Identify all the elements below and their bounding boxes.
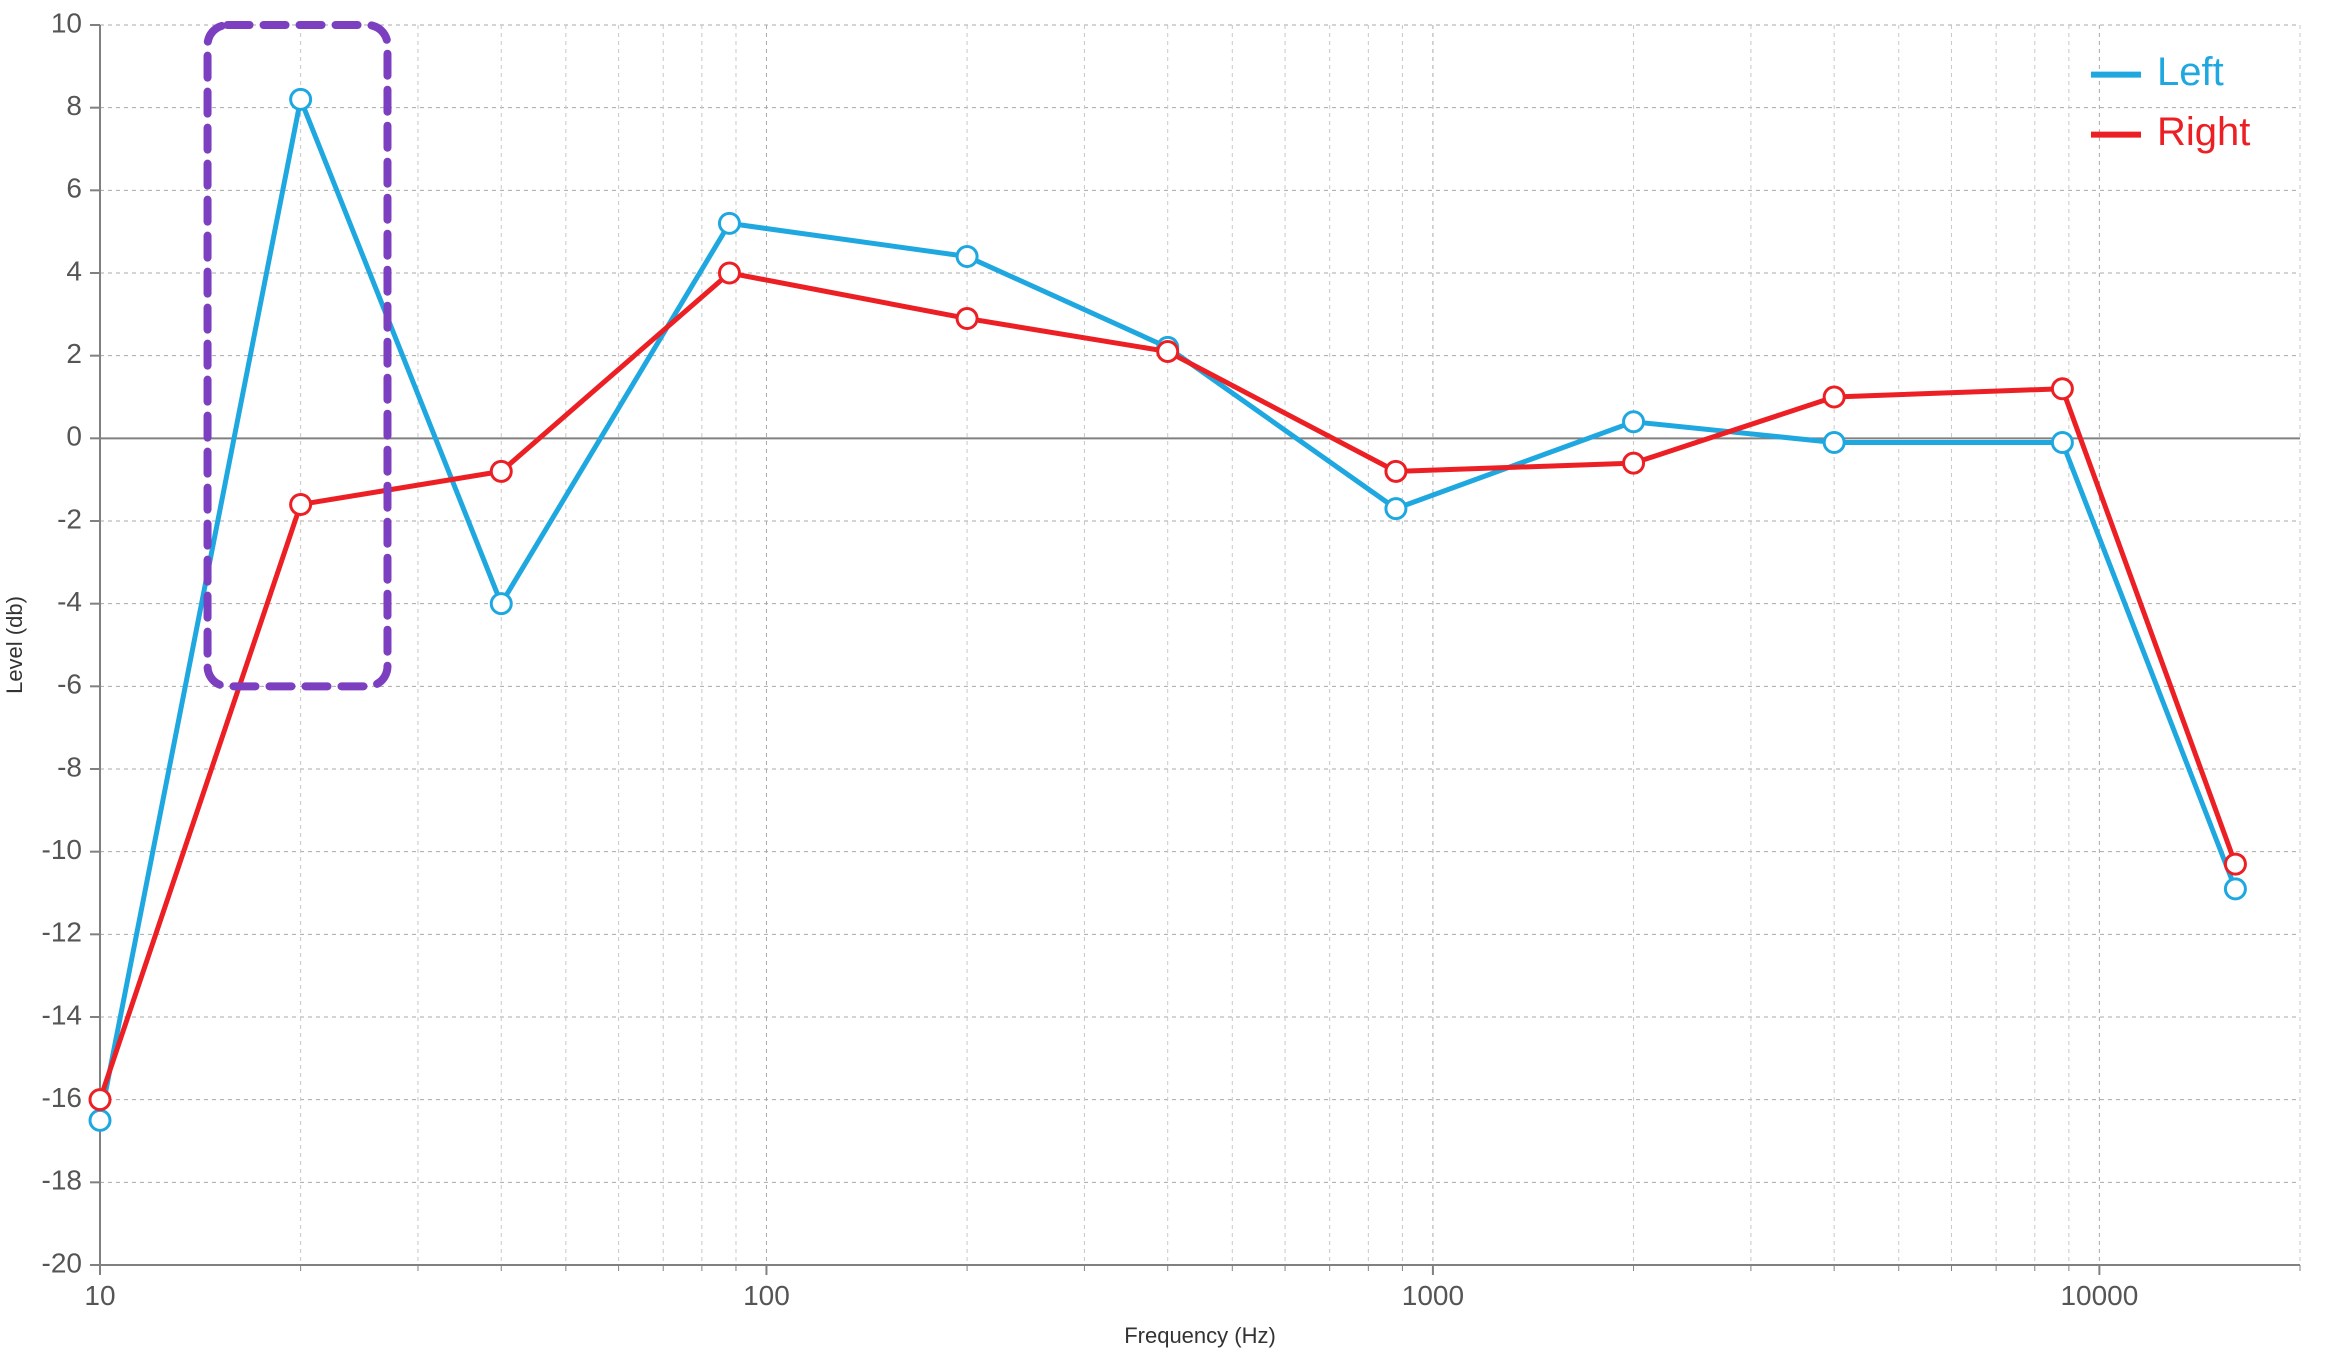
frequency-response-chart: -20-18-16-14-12-10-8-6-4-202468101010010… xyxy=(0,0,2351,1359)
series-marker-right xyxy=(957,308,977,328)
y-tick-label: -18 xyxy=(42,1165,82,1196)
series-marker-left xyxy=(957,246,977,266)
series-marker-left xyxy=(491,594,511,614)
series-marker-right xyxy=(90,1090,110,1110)
y-tick-label: 2 xyxy=(66,338,82,369)
x-tick-label: 10 xyxy=(84,1280,115,1311)
x-tick-label: 100 xyxy=(743,1280,790,1311)
y-tick-label: 10 xyxy=(51,7,82,38)
y-tick-label: -20 xyxy=(42,1247,82,1278)
y-tick-label: -6 xyxy=(57,669,82,700)
y-tick-label: -2 xyxy=(57,503,82,534)
x-tick-label: 1000 xyxy=(1402,1280,1464,1311)
series-marker-left xyxy=(291,89,311,109)
y-tick-label: -8 xyxy=(57,751,82,782)
series-marker-right xyxy=(291,494,311,514)
series-marker-left xyxy=(90,1110,110,1130)
series-marker-left xyxy=(1824,432,1844,452)
series-marker-right xyxy=(1824,387,1844,407)
series-marker-right xyxy=(719,263,739,283)
series-marker-left xyxy=(2225,879,2245,899)
x-tick-label: 10000 xyxy=(2060,1280,2138,1311)
y-tick-label: -10 xyxy=(42,834,82,865)
series-marker-right xyxy=(2225,854,2245,874)
y-axis-label: Level (db) xyxy=(2,596,27,694)
series-marker-right xyxy=(1386,461,1406,481)
series-marker-right xyxy=(1158,342,1178,362)
series-marker-right xyxy=(1624,453,1644,473)
y-tick-label: 4 xyxy=(66,255,82,286)
series-marker-left xyxy=(719,213,739,233)
series-marker-right xyxy=(2052,379,2072,399)
y-tick-label: 6 xyxy=(66,173,82,204)
chart-svg: -20-18-16-14-12-10-8-6-4-202468101010010… xyxy=(0,0,2351,1359)
y-tick-label: -4 xyxy=(57,586,82,617)
legend-label: Right xyxy=(2157,110,2250,154)
series-marker-right xyxy=(491,461,511,481)
y-tick-label: 0 xyxy=(66,421,82,452)
y-tick-label: -14 xyxy=(42,999,82,1030)
y-tick-label: 8 xyxy=(66,90,82,121)
y-tick-label: -16 xyxy=(42,1082,82,1113)
y-tick-label: -12 xyxy=(42,917,82,948)
series-marker-left xyxy=(1386,499,1406,519)
series-marker-left xyxy=(2052,432,2072,452)
series-marker-left xyxy=(1624,412,1644,432)
legend-label: Left xyxy=(2157,50,2224,94)
x-axis-label: Frequency (Hz) xyxy=(1124,1323,1276,1348)
